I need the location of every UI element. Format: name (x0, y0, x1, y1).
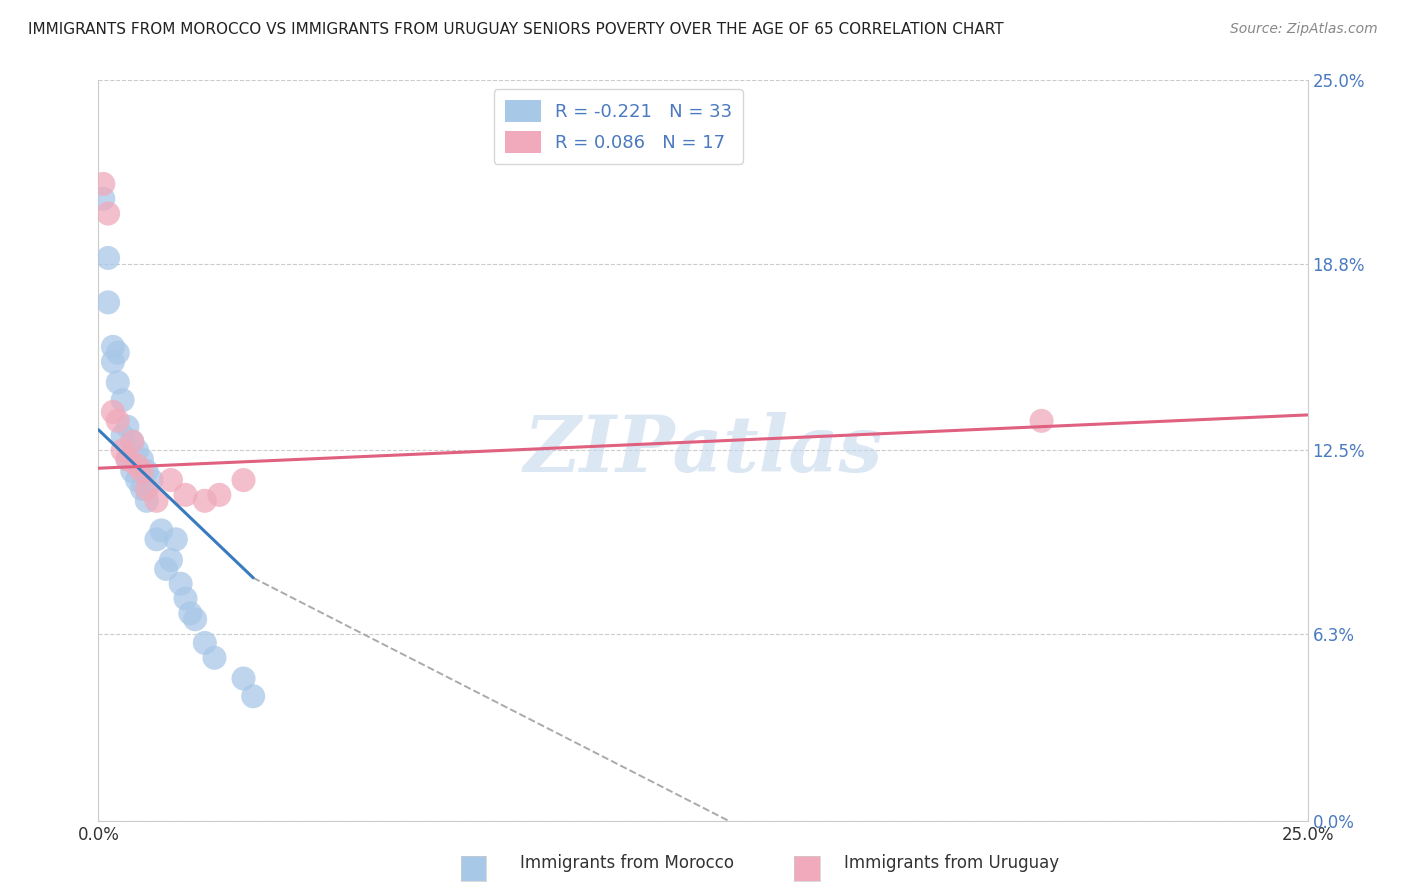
Text: Source: ZipAtlas.com: Source: ZipAtlas.com (1230, 22, 1378, 37)
Point (145, 493, 167, 508)
Point (194, 636, 217, 650)
Point (97, 251, 120, 265)
Point (131, 452, 153, 467)
Point (101, 405, 124, 419)
Point (232, 473, 254, 487)
Point (141, 473, 163, 487)
Text: Immigrants from Uruguay: Immigrants from Uruguay (844, 855, 1059, 872)
Legend: R = -0.221   N = 33, R = 0.086   N = 17: R = -0.221 N = 33, R = 0.086 N = 17 (494, 89, 742, 164)
Point (174, 591, 197, 606)
Point (121, 464, 143, 478)
Point (160, 473, 183, 487)
Point (242, 690, 264, 704)
Point (107, 414, 129, 428)
Point (97, 206, 120, 220)
Point (127, 458, 149, 473)
Point (145, 533, 167, 547)
Point (160, 553, 183, 567)
Point (111, 428, 134, 442)
Point (131, 464, 153, 478)
Point (135, 482, 157, 496)
Point (174, 488, 197, 502)
Point (121, 434, 143, 449)
Point (117, 452, 139, 467)
Point (155, 562, 177, 576)
Point (135, 493, 157, 508)
Point (135, 464, 157, 478)
Point (111, 393, 134, 408)
Point (101, 354, 124, 368)
Point (107, 376, 129, 390)
Text: ZIPatlas: ZIPatlas (523, 412, 883, 489)
Point (184, 612, 207, 626)
Point (117, 419, 139, 434)
Point (1031, 414, 1053, 428)
Point (111, 443, 134, 458)
Point (232, 672, 254, 686)
Point (179, 607, 201, 621)
Text: IMMIGRANTS FROM MOROCCO VS IMMIGRANTS FROM URUGUAY SENIORS POVERTY OVER THE AGE : IMMIGRANTS FROM MOROCCO VS IMMIGRANTS FR… (28, 22, 1004, 37)
Point (121, 434, 143, 449)
Point (208, 488, 231, 502)
Point (131, 482, 153, 496)
Point (169, 576, 191, 591)
Point (127, 473, 149, 487)
Point (204, 650, 226, 665)
Point (91, 177, 114, 191)
Point (165, 533, 187, 547)
Point (97, 295, 120, 310)
Text: Immigrants from Morocco: Immigrants from Morocco (520, 855, 734, 872)
Point (101, 340, 124, 354)
Point (150, 524, 173, 538)
Point (117, 452, 139, 467)
Point (107, 345, 129, 359)
Point (127, 443, 149, 458)
Point (194, 493, 217, 508)
Point (91, 192, 114, 206)
